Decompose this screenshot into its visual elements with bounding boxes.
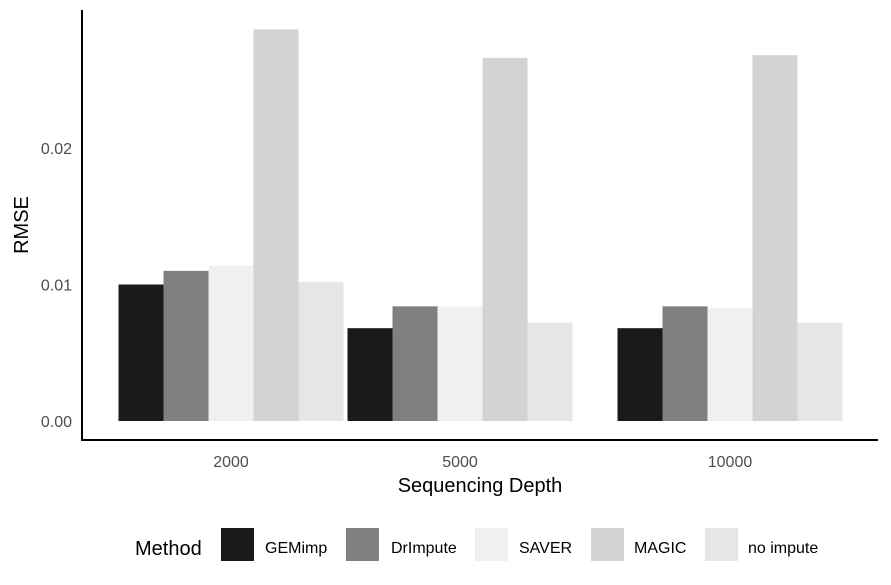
y-tick-label: 0.01 xyxy=(41,278,72,295)
bar-magic-2000 xyxy=(253,29,299,422)
x-tick-label: 10000 xyxy=(708,454,753,471)
bar-saver-10000 xyxy=(707,307,753,421)
legend-label-drimpute: DrImpute xyxy=(391,540,457,557)
legend-label-magic: MAGIC xyxy=(634,540,686,557)
x-axis-title: Sequencing Depth xyxy=(398,475,563,497)
bar-gemimp-10000 xyxy=(617,328,663,421)
x-tick-labels: 2000 5000 10000 xyxy=(213,454,752,471)
y-axis-title: RMSE xyxy=(11,196,33,254)
legend: Method GEMimp DrImpute SAVER MAGIC no impute xyxy=(135,528,818,561)
bar-gemimp-2000 xyxy=(118,284,164,421)
x-tick-label: 5000 xyxy=(442,454,478,471)
bar-drimpute-5000 xyxy=(392,306,438,421)
legend-label-no-impute: no impute xyxy=(748,540,818,557)
y-tick-label: 0.00 xyxy=(41,414,72,431)
legend-swatch-saver xyxy=(475,528,508,561)
legend-title: Method xyxy=(135,538,202,560)
bar-gemimp-5000 xyxy=(347,328,393,421)
bars-group xyxy=(118,29,843,422)
legend-items: GEMimp DrImpute SAVER MAGIC no impute xyxy=(221,528,818,561)
y-tick-label: 0.02 xyxy=(41,141,72,158)
legend-label-gemimp: GEMimp xyxy=(265,540,327,557)
legend-swatch-drimpute xyxy=(346,528,379,561)
bar-magic-5000 xyxy=(482,57,528,421)
legend-label-saver: SAVER xyxy=(519,540,572,557)
y-tick-labels: 0.00 0.01 0.02 xyxy=(41,141,72,431)
legend-swatch-no-impute xyxy=(705,528,738,561)
bar-no-impute-2000 xyxy=(298,281,344,421)
bar-no-impute-10000 xyxy=(797,322,843,421)
bar-saver-5000 xyxy=(437,306,483,421)
bar-drimpute-2000 xyxy=(163,270,209,421)
bar-saver-2000 xyxy=(208,265,254,421)
bar-no-impute-5000 xyxy=(527,322,573,421)
legend-swatch-gemimp xyxy=(221,528,254,561)
bar-magic-10000 xyxy=(752,55,798,422)
bar-drimpute-10000 xyxy=(662,306,708,421)
x-tick-label: 2000 xyxy=(213,454,249,471)
legend-swatch-magic xyxy=(591,528,624,561)
